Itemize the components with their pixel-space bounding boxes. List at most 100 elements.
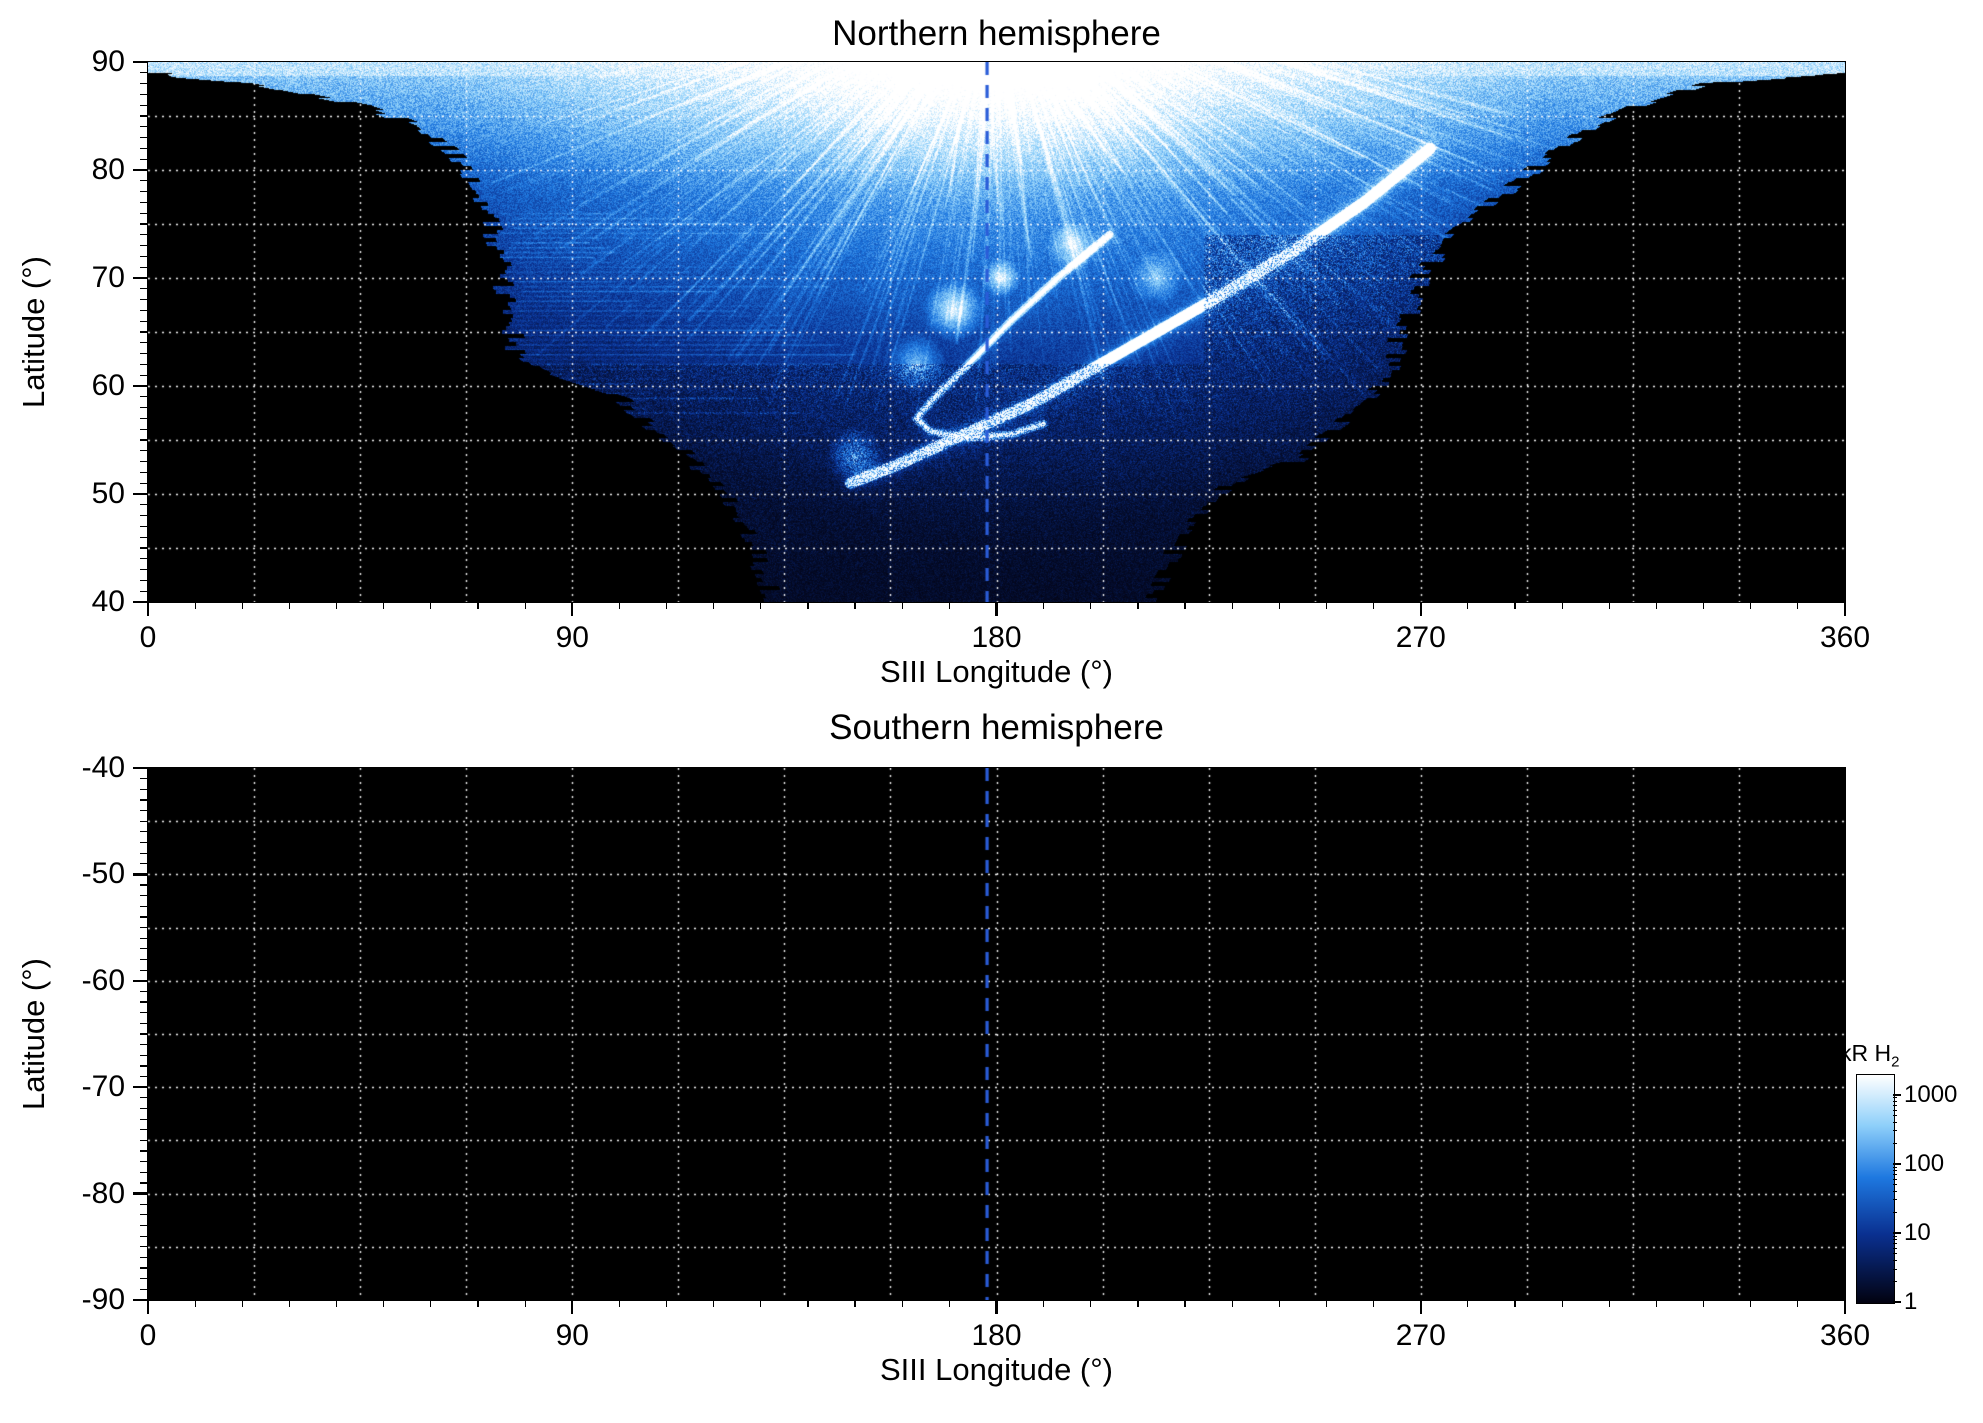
x-minor-tick	[807, 1300, 809, 1307]
x-minor-tick	[1797, 1300, 1799, 1307]
y-minor-tick	[140, 1214, 148, 1216]
y-minor-tick	[140, 1129, 148, 1131]
y-minor-tick	[140, 245, 148, 247]
colorbar-minor-tick	[1893, 1199, 1897, 1201]
y-minor-tick	[140, 396, 148, 398]
x-minor-tick	[901, 602, 903, 609]
y-minor-tick	[140, 1203, 148, 1205]
y-major-tick	[133, 873, 148, 876]
x-minor-tick	[288, 1300, 290, 1307]
y-minor-tick	[140, 852, 148, 854]
x-major-tick	[146, 602, 150, 616]
y-minor-tick	[140, 1235, 148, 1237]
y-minor-tick	[140, 831, 148, 833]
y-tick-label: 90	[91, 45, 125, 78]
colorbar-minor-tick	[1893, 1178, 1897, 1180]
y-minor-tick	[140, 809, 148, 812]
x-minor-tick	[665, 1300, 668, 1307]
x-minor-tick	[1090, 1300, 1092, 1307]
colorbar-minor-tick	[1893, 1174, 1897, 1176]
x-minor-tick	[1043, 602, 1045, 609]
colorbar-tick-label: 100	[1904, 1149, 1945, 1177]
y-tick-label: -80	[81, 1176, 125, 1210]
y-minor-tick	[140, 299, 148, 301]
y-tick-label: -70	[81, 1070, 125, 1104]
y-minor-tick	[140, 1150, 148, 1152]
x-minor-tick	[1278, 1300, 1280, 1307]
x-minor-tick	[1043, 1300, 1045, 1307]
colorbar-major-tick	[1893, 1231, 1901, 1234]
x-minor-tick	[383, 602, 385, 609]
x-minor-tick	[854, 1300, 856, 1307]
x-minor-tick	[713, 1300, 715, 1307]
y-minor-tick	[140, 266, 148, 268]
y-tick-label: 60	[91, 369, 125, 402]
colorbar-minor-tick	[1893, 1253, 1897, 1255]
x-minor-tick	[1373, 602, 1375, 609]
x-tick-label: 90	[555, 1319, 589, 1352]
x-minor-tick	[1184, 1300, 1186, 1307]
x-minor-tick	[760, 602, 762, 609]
y-minor-tick	[140, 342, 148, 344]
colorbar-minor-tick	[1893, 1247, 1897, 1249]
x-major-tick	[995, 1300, 998, 1314]
y-minor-tick	[140, 948, 148, 950]
x-minor-tick	[1373, 1300, 1375, 1307]
x-minor-tick	[430, 602, 432, 609]
colorbar-minor-tick	[1893, 1268, 1897, 1270]
y-minor-tick	[140, 428, 148, 430]
colorbar-minor-tick	[1893, 1243, 1897, 1245]
x-minor-tick	[1561, 1300, 1563, 1307]
x-minor-tick	[1231, 602, 1233, 609]
x-minor-tick	[383, 1300, 385, 1307]
colorbar-gradient	[1856, 1074, 1895, 1304]
x-minor-tick	[335, 1300, 338, 1307]
y-minor-tick	[140, 525, 148, 527]
y-minor-tick	[140, 1161, 148, 1163]
y-minor-tick	[140, 450, 148, 452]
y-major-tick	[133, 979, 148, 982]
x-minor-tick	[1278, 602, 1280, 609]
y-minor-tick	[140, 83, 148, 85]
y-major-tick	[133, 276, 148, 280]
y-minor-tick	[140, 863, 148, 865]
y-minor-tick	[140, 126, 148, 128]
y-minor-tick	[140, 1107, 148, 1110]
y-tick-label: 70	[91, 261, 125, 294]
x-minor-tick	[948, 602, 950, 609]
y-tick-label: -90	[81, 1283, 125, 1316]
colorbar-minor-tick	[1893, 1280, 1897, 1282]
y-tick-label: -40	[81, 751, 125, 784]
colorbar-minor-tick	[1893, 1184, 1897, 1186]
y-minor-tick	[140, 1246, 148, 1248]
x-minor-tick	[618, 1300, 620, 1307]
y-tick-label: 50	[91, 477, 125, 510]
x-minor-tick	[524, 602, 526, 609]
y-minor-tick	[140, 788, 148, 790]
x-minor-tick	[1702, 602, 1705, 609]
x-minor-tick	[1655, 602, 1658, 609]
y-minor-tick	[140, 461, 148, 463]
x-major-tick	[146, 1300, 150, 1314]
y-minor-tick	[140, 147, 148, 149]
south-title: Southern hemisphere	[829, 708, 1164, 747]
y-minor-tick	[140, 223, 148, 225]
y-minor-tick	[140, 1256, 148, 1259]
y-minor-tick	[140, 482, 148, 484]
x-minor-tick	[241, 602, 243, 609]
y-minor-tick	[140, 1022, 148, 1024]
y-minor-tick	[140, 374, 148, 376]
x-tick-label: 270	[1395, 1319, 1446, 1352]
colorbar-title-sub: 2	[1891, 1053, 1900, 1071]
y-minor-tick	[140, 1001, 148, 1003]
x-minor-tick	[807, 602, 809, 609]
y-minor-tick	[140, 158, 148, 160]
north-title: Northern hemisphere	[832, 14, 1161, 53]
y-minor-tick	[140, 1278, 148, 1280]
x-major-tick	[1843, 602, 1847, 616]
y-minor-tick	[140, 1097, 148, 1099]
y-minor-tick	[140, 309, 148, 311]
x-minor-tick	[901, 1300, 903, 1307]
y-minor-tick	[140, 1033, 148, 1035]
y-tick-label: 80	[91, 153, 125, 186]
